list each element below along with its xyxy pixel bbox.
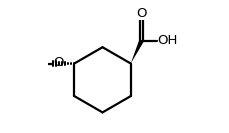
- Polygon shape: [131, 40, 144, 64]
- Text: O: O: [54, 56, 64, 69]
- Text: O: O: [136, 7, 147, 20]
- Text: OH: OH: [157, 34, 178, 47]
